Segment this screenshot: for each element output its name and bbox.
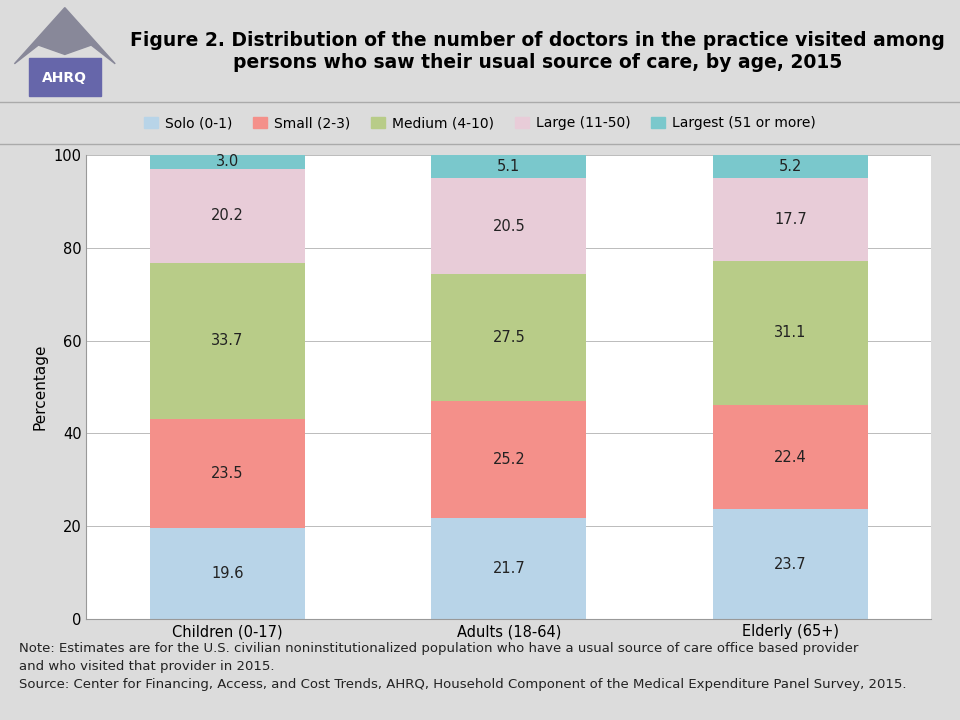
Text: Figure 2. Distribution of the number of doctors in the practice visited among
pe: Figure 2. Distribution of the number of … bbox=[131, 31, 945, 71]
Text: 23.5: 23.5 bbox=[211, 466, 244, 481]
Bar bbox=[713, 154, 868, 179]
Bar bbox=[713, 261, 868, 405]
Text: 19.6: 19.6 bbox=[211, 566, 244, 581]
Bar bbox=[150, 263, 304, 419]
Legend: Solo (0-1), Small (2-3), Medium (4-10), Large (11-50), Largest (51 or more): Solo (0-1), Small (2-3), Medium (4-10), … bbox=[138, 111, 822, 135]
Text: 33.7: 33.7 bbox=[211, 333, 244, 348]
Bar bbox=[431, 401, 587, 518]
Bar bbox=[431, 155, 587, 179]
Text: 5.2: 5.2 bbox=[779, 159, 803, 174]
Bar bbox=[150, 168, 304, 263]
Text: 20.2: 20.2 bbox=[211, 208, 244, 223]
Text: 31.1: 31.1 bbox=[774, 325, 806, 341]
Polygon shape bbox=[14, 8, 115, 64]
Bar bbox=[150, 155, 304, 168]
Bar bbox=[29, 58, 101, 96]
Bar bbox=[431, 518, 587, 619]
Bar bbox=[431, 274, 587, 401]
Y-axis label: Percentage: Percentage bbox=[33, 343, 48, 431]
Bar bbox=[150, 528, 304, 619]
Text: Note: Estimates are for the U.S. civilian noninstitutionalized population who ha: Note: Estimates are for the U.S. civilia… bbox=[19, 642, 906, 691]
Bar bbox=[431, 179, 587, 274]
Text: AHRQ: AHRQ bbox=[42, 71, 87, 85]
Text: 20.5: 20.5 bbox=[492, 219, 525, 233]
Bar bbox=[713, 509, 868, 619]
Text: 17.7: 17.7 bbox=[774, 212, 806, 227]
Text: 3.0: 3.0 bbox=[216, 154, 239, 169]
Text: 21.7: 21.7 bbox=[492, 562, 525, 576]
Text: 5.1: 5.1 bbox=[497, 159, 520, 174]
Text: 27.5: 27.5 bbox=[492, 330, 525, 345]
Text: 23.7: 23.7 bbox=[774, 557, 806, 572]
Bar bbox=[713, 405, 868, 509]
Text: 25.2: 25.2 bbox=[492, 452, 525, 467]
Bar bbox=[150, 419, 304, 528]
Bar bbox=[713, 179, 868, 261]
Text: 22.4: 22.4 bbox=[774, 449, 806, 464]
